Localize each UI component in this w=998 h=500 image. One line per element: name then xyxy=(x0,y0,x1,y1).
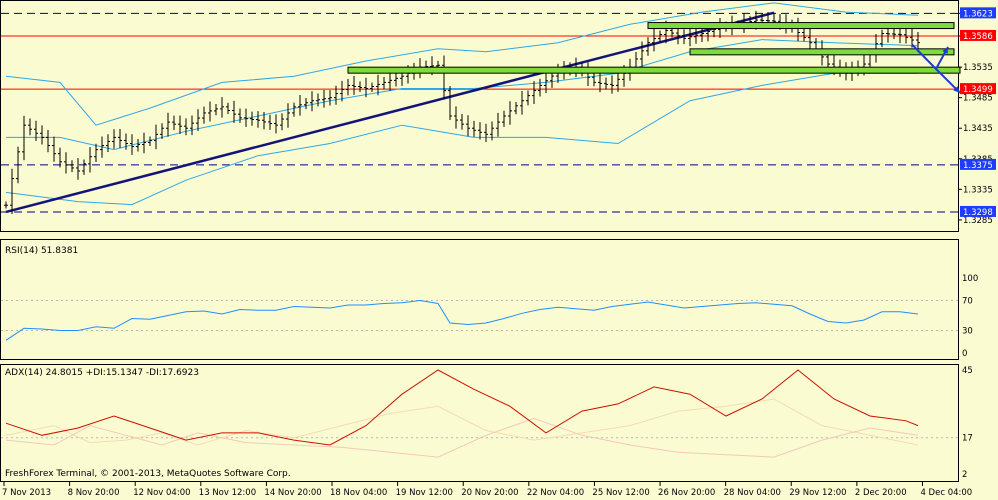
support-resistance-zones xyxy=(347,22,961,74)
rsi-tick-label: 100 xyxy=(962,274,978,284)
adx-tick-label: 2 xyxy=(962,470,967,480)
time-tick-label: 20 Nov 20:00 xyxy=(461,488,518,498)
price-tag-label: 1.3623 xyxy=(963,9,993,19)
time-tick-label: 26 Nov 20:00 xyxy=(658,488,715,498)
time-tick-label: 4 Dec 04:00 xyxy=(920,488,972,498)
price-tag-box xyxy=(960,205,996,217)
time-tick-label: 8 Nov 20:00 xyxy=(68,488,120,498)
price-tick-label: 1.3435 xyxy=(963,124,993,134)
price-tag-box xyxy=(960,158,996,170)
rsi-line xyxy=(5,299,919,341)
rsi-tick-label: 70 xyxy=(962,297,973,307)
forecast-arrows xyxy=(911,43,961,94)
price-tick-label: 1.3285 xyxy=(963,216,993,226)
time-tick-label: 22 Nov 04:00 xyxy=(527,488,584,498)
price-tag-label: 1.3499 xyxy=(963,85,993,95)
adx-tick-label: 17 xyxy=(962,434,973,444)
sr-zone xyxy=(689,48,955,56)
price-tick-label: 1.3485 xyxy=(963,94,993,104)
forecast-arrowhead xyxy=(953,86,960,93)
price-tag-box xyxy=(960,29,996,41)
price-tick-label: 1.3535 xyxy=(963,63,993,73)
price-tick-label: 1.3335 xyxy=(963,185,993,195)
forecast-arrowhead xyxy=(942,46,948,54)
sr-zone xyxy=(647,22,955,30)
time-tick-label: 13 Nov 12:00 xyxy=(199,488,256,498)
time-tick-label: 14 Nov 20:00 xyxy=(264,488,321,498)
sr-zone xyxy=(347,66,961,74)
price-tag-label: 1.3586 xyxy=(963,32,993,42)
price-tags: 1.3623 1.3586 1.3499 1.3375 1.3298 xyxy=(960,7,996,218)
trend-line xyxy=(5,11,775,214)
rsi-pane[interactable] xyxy=(1,299,958,341)
bb-lower-line xyxy=(5,72,918,206)
adx-line xyxy=(5,369,919,446)
rsi-label: RSI(14) 51.8381 xyxy=(5,246,78,256)
time-tick-label: 18 Nov 04:00 xyxy=(330,488,387,498)
time-axis: 7 Nov 2013 8 Nov 20:00 12 Nov 04:00 13 Nov … xyxy=(2,482,972,498)
trendline xyxy=(5,11,775,214)
adx-tick-label: 45 xyxy=(962,366,973,376)
adx-minus-di-line xyxy=(5,417,919,458)
price-tag-box xyxy=(960,7,996,19)
rsi-pane-frame xyxy=(0,239,959,360)
adx-pane[interactable] xyxy=(1,369,958,458)
adx-pane-frame xyxy=(0,364,959,482)
bb-upper-line xyxy=(5,2,919,126)
price-tag-box xyxy=(960,83,996,95)
main-pane-frame xyxy=(0,0,959,232)
time-tick-label: 2 Dec 20:00 xyxy=(855,488,907,498)
price-pane[interactable] xyxy=(1,2,961,214)
time-tick-label: 29 Nov 12:00 xyxy=(789,488,846,498)
time-tick-label: 19 Nov 12:00 xyxy=(396,488,453,498)
rsi-tick-label: 0 xyxy=(962,349,967,359)
rsi-axis: 100 70 30 0 xyxy=(962,274,978,359)
adx-axis: 45 17 2 xyxy=(962,366,973,480)
time-tick-label: 12 Nov 04:00 xyxy=(133,488,190,498)
time-tick-label: 28 Nov 04:00 xyxy=(724,488,781,498)
watermark: FreshForex Terminal, © 2001-2013, MetaQu… xyxy=(5,469,291,479)
price-tag-label: 1.3375 xyxy=(963,161,993,171)
price-tag-label: 1.3298 xyxy=(963,208,993,218)
time-tick-label: 25 Nov 12:00 xyxy=(592,488,649,498)
rsi-tick-label: 30 xyxy=(962,327,973,337)
time-tick-label: 7 Nov 2013 xyxy=(2,488,51,498)
adx-label: ADX(14) 24.8015 +DI:15.1347 -DI:17.6923 xyxy=(5,368,199,378)
